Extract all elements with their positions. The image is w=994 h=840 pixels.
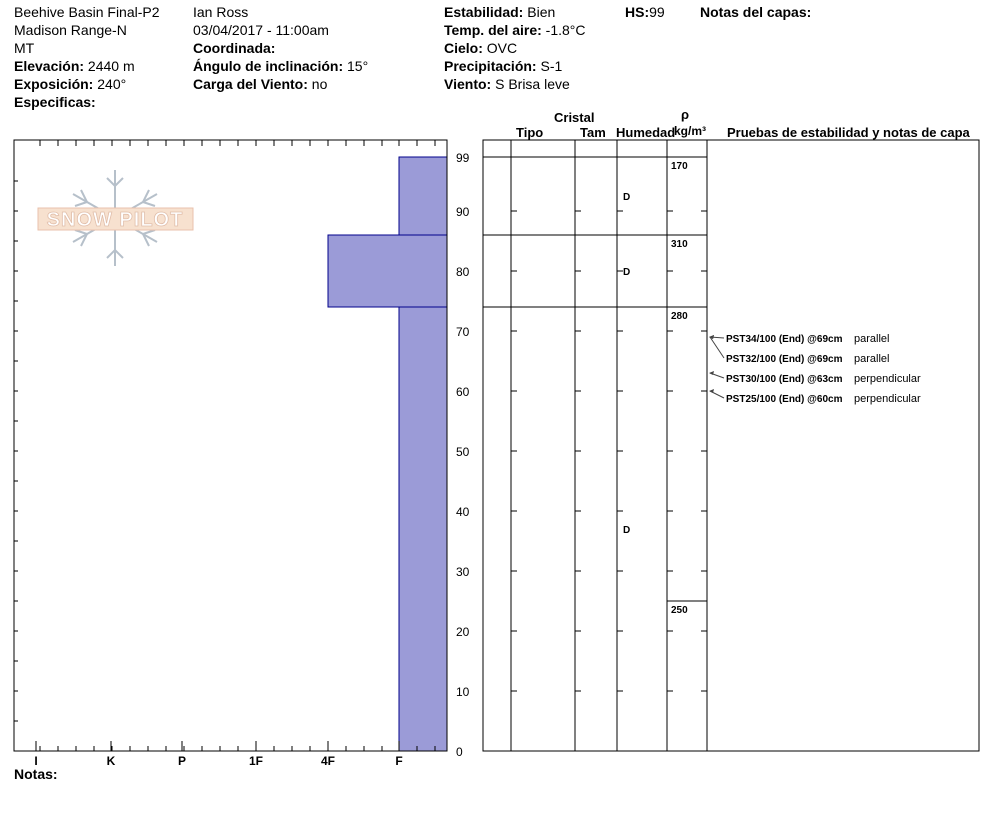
hardness-bar-0 xyxy=(398,156,448,236)
hardness-label: 4F xyxy=(321,754,335,768)
stability-label: Estabilidad: xyxy=(444,4,524,20)
height-label: 0 xyxy=(456,745,463,759)
precip-row: Precipitación: S-1 xyxy=(444,58,562,74)
logo-text: SNOW PILOT xyxy=(47,209,184,231)
range-name: Madison Range-N xyxy=(14,22,127,38)
test-arrowhead xyxy=(709,335,714,339)
hardness-label: K xyxy=(107,754,116,768)
precip-value: S-1 xyxy=(540,58,563,74)
size-header: Tam xyxy=(580,125,606,140)
logo-band xyxy=(37,207,194,231)
elevation-row: Elevación: 2440 m xyxy=(14,58,135,74)
slope-label: Ángulo de inclinación: xyxy=(193,58,344,74)
wind-load-label: Carga del Viento: xyxy=(193,76,308,92)
table-frame xyxy=(482,139,980,752)
test-label: PST30/100 (End) @63cm xyxy=(726,374,843,385)
coordinate-label: Coordinada: xyxy=(193,40,276,56)
stability-tests: PST34/100 (End) @69cm parallel PST32/100 (… xyxy=(709,333,921,405)
height-label: 99 xyxy=(456,151,470,165)
density-value: 280 xyxy=(671,311,688,322)
height-label: 40 xyxy=(456,505,470,519)
moisture-header: Humedad xyxy=(616,125,676,140)
test-orientation: parallel xyxy=(854,353,889,365)
height-label: 90 xyxy=(456,205,470,219)
layer-notes-label: Notas del capas: xyxy=(700,4,812,20)
test-leader-line xyxy=(709,336,725,359)
height-label: 20 xyxy=(456,625,470,639)
test-label: PST32/100 (End) @69cm xyxy=(726,354,843,365)
moisture-value: D xyxy=(623,267,630,278)
observation-datetime: 03/04/2017 - 11:00am xyxy=(193,22,329,38)
hs-value: 99 xyxy=(649,4,665,20)
wind-load-value: no xyxy=(311,76,328,92)
rho-header: ρ xyxy=(681,107,690,122)
air-temp-row: Temp. del aire: -1.8°C xyxy=(444,22,586,38)
air-temp-label: Temp. del aire: xyxy=(444,22,542,38)
height-label: 30 xyxy=(456,565,470,579)
sky-label: Cielo: xyxy=(444,40,483,56)
hardness-label: P xyxy=(178,754,186,768)
stability-value: Bien xyxy=(527,4,556,20)
hardness-bar-1 xyxy=(327,234,448,308)
test-orientation: perpendicular xyxy=(854,393,921,405)
precip-label: Precipitación: xyxy=(444,58,537,74)
state-name: MT xyxy=(14,40,35,56)
slope-value: 15° xyxy=(347,58,369,74)
hardness-label: I xyxy=(34,754,37,768)
profile-frame xyxy=(13,139,448,752)
wind-load-row: Carga del Viento: no xyxy=(193,76,327,92)
test-arrowhead xyxy=(709,389,714,393)
wind-value: S Brisa leve xyxy=(495,76,570,92)
sky-row: Cielo: OVC xyxy=(444,40,517,56)
hardness-label: F xyxy=(395,754,402,768)
moisture-value: D xyxy=(623,525,630,536)
density-value: 310 xyxy=(671,239,688,250)
height-label: 70 xyxy=(456,325,470,339)
test-orientation: parallel xyxy=(854,333,889,345)
stability-row: Estabilidad: Bien xyxy=(444,4,555,20)
observer-name: Ian Ross xyxy=(193,4,249,20)
density-value: 170 xyxy=(671,161,688,172)
air-temp-value: -1.8°C xyxy=(545,22,586,38)
hardness-label: 1F xyxy=(249,754,263,768)
tests-header: Pruebas de estabilidad y notas de capa xyxy=(727,125,970,140)
aspect-label: Exposición: xyxy=(14,76,94,92)
wind-row: Viento: S Brisa leve xyxy=(444,76,570,92)
wind-label: Viento: xyxy=(444,76,492,92)
moisture-value: D xyxy=(623,192,630,203)
density-value: 250 xyxy=(671,605,688,616)
hardness-bars xyxy=(327,156,448,752)
layer-table: 170 310 280 250 D D D xyxy=(482,139,980,752)
snowpilot-logo: SNOW PILOT xyxy=(37,170,194,266)
test-label: PST34/100 (End) @69cm xyxy=(726,334,843,345)
crystal-header: Cristal xyxy=(554,110,595,125)
slope-row: Ángulo de inclinación: 15° xyxy=(193,58,368,74)
notes-label: Notas: xyxy=(14,766,58,782)
hardness-bar-2 xyxy=(398,306,448,752)
elevation-label: Elevación: xyxy=(14,58,85,74)
height-label: 60 xyxy=(456,385,470,399)
test-arrowhead xyxy=(709,371,714,375)
density-unit-header: kg/m³ xyxy=(674,124,707,138)
profile-axes: I K P 1F 4F F 0 10 20 30 40 50 60 70 80 90 99 xyxy=(13,139,470,768)
height-label: 50 xyxy=(456,445,470,459)
height-label: 10 xyxy=(456,685,470,699)
type-header: Tipo xyxy=(516,125,544,140)
hs-label: HS: xyxy=(625,4,650,20)
height-label: 80 xyxy=(456,265,470,279)
hs-row: HS:99 xyxy=(625,4,665,20)
aspect-row: Exposición: 240° xyxy=(14,76,126,92)
location-name: Beehive Basin Final-P2 xyxy=(14,4,160,20)
sky-value: OVC xyxy=(486,40,518,56)
elevation-value: 2440 m xyxy=(87,58,135,74)
specifics-label: Especificas: xyxy=(14,94,96,110)
aspect-value: 240° xyxy=(97,76,127,92)
test-label: PST25/100 (End) @60cm xyxy=(726,394,843,405)
test-orientation: perpendicular xyxy=(854,373,921,385)
